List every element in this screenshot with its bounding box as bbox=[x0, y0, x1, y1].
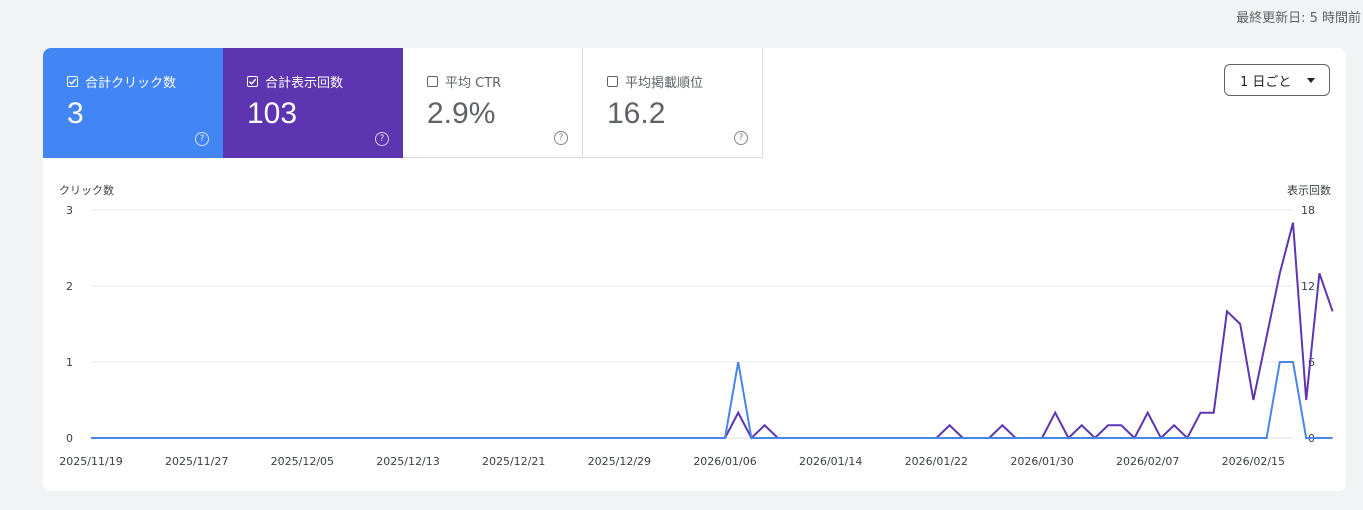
x-tick-label: 2026/01/14 bbox=[799, 455, 862, 468]
x-tick-label: 2025/12/13 bbox=[376, 455, 439, 468]
performance-card: 合計クリック数 3 ? 合計表示回数 103 ? 平均 CTR 2.9% ? 平… bbox=[43, 48, 1346, 491]
checkbox-unchecked-icon[interactable] bbox=[607, 76, 618, 87]
x-tick-label: 2026/02/15 bbox=[1222, 455, 1285, 468]
impressions-series-line bbox=[91, 222, 1334, 440]
metric-value-position: 16.2 bbox=[607, 97, 666, 130]
last-updated-text: 最終更新日: 5 時間前 bbox=[1236, 11, 1361, 26]
x-tick-label: 2025/12/29 bbox=[588, 455, 651, 468]
y-left-tick-label: 0 bbox=[66, 432, 73, 445]
metric-value-clicks: 3 bbox=[67, 97, 84, 130]
checkbox-checked-icon[interactable] bbox=[247, 76, 258, 87]
y-left-axis-label: クリック数 bbox=[59, 184, 114, 197]
x-tick-label: 2025/11/27 bbox=[165, 455, 228, 468]
caret-down-icon bbox=[1307, 78, 1315, 83]
y-right-tick-label: 6 bbox=[1308, 356, 1315, 369]
help-icon[interactable]: ? bbox=[734, 131, 748, 145]
clicks-series-line bbox=[91, 361, 1333, 439]
y-left-tick-label: 1 bbox=[66, 356, 73, 369]
x-tick-label: 2025/12/05 bbox=[271, 455, 334, 468]
x-tick-label: 2025/11/19 bbox=[59, 455, 122, 468]
checkbox-checked-icon[interactable] bbox=[67, 76, 78, 87]
metric-value-ctr: 2.9% bbox=[427, 97, 496, 130]
help-icon[interactable]: ? bbox=[554, 131, 568, 145]
metric-tile-clicks[interactable]: 合計クリック数 3 ? bbox=[43, 48, 223, 158]
metric-label-impressions: 合計表示回数 bbox=[265, 76, 344, 91]
x-tick-label: 2026/01/30 bbox=[1010, 455, 1073, 468]
metric-tile-impressions[interactable]: 合計表示回数 103 ? bbox=[223, 48, 403, 158]
metric-value-impressions: 103 bbox=[247, 97, 298, 130]
x-tick-label: 2026/01/22 bbox=[905, 455, 968, 468]
x-tick-label: 2026/02/07 bbox=[1116, 455, 1179, 468]
metric-tile-ctr[interactable]: 平均 CTR 2.9% ? bbox=[403, 48, 583, 158]
metric-label-clicks: 合計クリック数 bbox=[85, 76, 177, 91]
x-tick-label: 2026/01/06 bbox=[693, 455, 756, 468]
y-right-tick-label: 18 bbox=[1301, 204, 1315, 217]
metric-tiles: 合計クリック数 3 ? 合計表示回数 103 ? 平均 CTR 2.9% ? 平… bbox=[43, 48, 763, 158]
granularity-selected: 1 日ごと bbox=[1240, 74, 1292, 90]
metric-tile-position[interactable]: 平均掲載順位 16.2 ? bbox=[583, 48, 763, 158]
y-left-tick-label: 2 bbox=[66, 280, 73, 293]
y-right-tick-label: 12 bbox=[1301, 280, 1315, 293]
metric-label-ctr: 平均 CTR bbox=[445, 76, 502, 91]
help-icon[interactable]: ? bbox=[195, 132, 209, 146]
x-tick-label: 2025/12/21 bbox=[482, 455, 545, 468]
granularity-dropdown[interactable]: 1 日ごと bbox=[1224, 64, 1330, 96]
checkbox-unchecked-icon[interactable] bbox=[427, 76, 438, 87]
y-left-tick-label: 3 bbox=[66, 204, 73, 217]
y-right-axis-label: 表示回数 bbox=[1287, 183, 1331, 197]
metric-label-position: 平均掲載順位 bbox=[625, 76, 704, 91]
help-icon[interactable]: ? bbox=[375, 132, 389, 146]
